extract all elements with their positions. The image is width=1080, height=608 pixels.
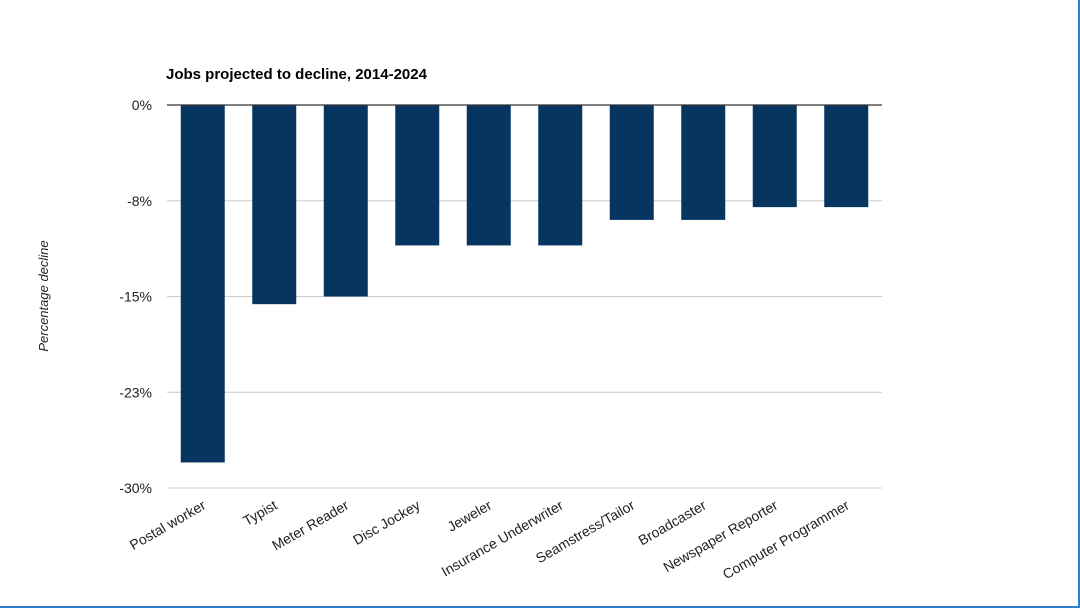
y-tick-label: -30%: [119, 480, 152, 496]
x-category-label: Disc Jockey: [350, 497, 423, 548]
chart-title: Jobs projected to decline, 2014-2024: [166, 66, 428, 83]
y-tick-label: -8%: [127, 193, 152, 209]
x-category-label: Insurance Underwriter: [438, 497, 566, 580]
y-tick-label: -23%: [119, 384, 152, 400]
bar: [609, 105, 654, 220]
x-category-label: Jeweler: [444, 497, 494, 535]
bar: [323, 105, 368, 297]
x-category-label: Meter Reader: [269, 497, 351, 554]
x-category-label: Postal worker: [127, 497, 209, 553]
x-category-label: Computer Programmer: [720, 497, 852, 583]
bar: [180, 105, 225, 463]
y-tick-label: 0%: [132, 97, 152, 113]
x-category-label: Newspaper Reporter: [660, 497, 780, 576]
bar: [466, 105, 511, 246]
y-tick-labels: 0% -8% -15% -23% -30%: [119, 97, 152, 496]
bar: [752, 105, 797, 208]
bar: [538, 105, 583, 246]
bar: [252, 105, 297, 305]
y-tick-label: -15%: [119, 289, 152, 305]
bar: [395, 105, 440, 246]
y-axis-label: Percentage decline: [36, 240, 51, 351]
bars: [180, 105, 869, 463]
bar: [824, 105, 869, 208]
x-category-label: Typist: [240, 497, 280, 529]
bar: [681, 105, 726, 220]
